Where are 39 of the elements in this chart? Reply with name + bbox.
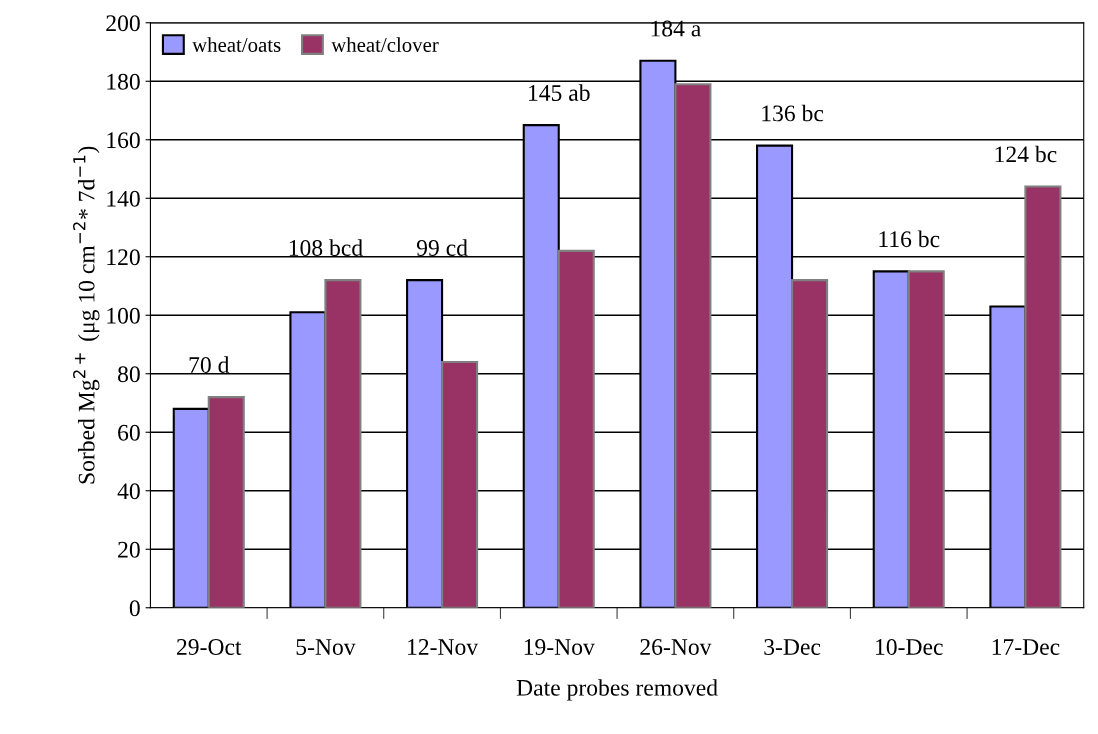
- legend-label: wheat/clover: [331, 37, 439, 52]
- y-tick-label: 120: [107, 249, 140, 266]
- y-tick-label: 80: [117, 366, 140, 383]
- y-tick-label: 60: [118, 424, 140, 441]
- bar: [207, 396, 245, 608]
- y-tick-label: 200: [106, 15, 140, 32]
- x-tick-label: 26-Nov: [640, 639, 712, 655]
- bar: [907, 270, 945, 608]
- x-tick-label: 29-Oct: [177, 639, 242, 655]
- bar: [791, 279, 829, 608]
- y-tick-label: 180: [107, 73, 140, 90]
- annotation: 124 bc: [995, 145, 1057, 163]
- x-tick-label: 12-Nov: [408, 639, 479, 655]
- y-tick-label: 20: [118, 541, 140, 558]
- annotation: 70 d: [189, 356, 230, 373]
- annotation: 184 a: [651, 20, 701, 37]
- y-axis-title: Sorbed Mg$^{2+}$ (μg 10 cm$^{−2}$* 7d$^{−1}$): [73, 146, 100, 484]
- x-tick-label: 19-Nov: [524, 639, 595, 655]
- x-tick-label: 10-Dec: [876, 638, 943, 655]
- annotation: 108 bcd: [289, 239, 363, 256]
- y-tick-label: 160: [107, 132, 140, 149]
- bar: [324, 279, 362, 608]
- x-axis-title: Date probes removed: [516, 679, 718, 701]
- legend-label: wheat/oats: [192, 37, 281, 52]
- x-tick-label: 17-Dec: [992, 639, 1060, 655]
- x-tick-label: 3-Dec: [764, 639, 821, 655]
- bar: [557, 249, 595, 608]
- y-tick-label: 0: [129, 600, 140, 617]
- x-tick-label: 5-Nov: [296, 639, 356, 655]
- annotation: 145 ab: [529, 84, 590, 101]
- annotation: 116 bc: [879, 230, 940, 248]
- bar: [1024, 185, 1062, 608]
- annotation: 99 cd: [416, 239, 468, 256]
- y-tick-label: 40: [117, 483, 140, 500]
- annotation: 136 bc: [762, 104, 824, 122]
- bar: [674, 83, 712, 608]
- y-tick-label: 100: [107, 307, 140, 324]
- y-tick-label: 140: [107, 190, 140, 207]
- bar: [441, 361, 479, 608]
